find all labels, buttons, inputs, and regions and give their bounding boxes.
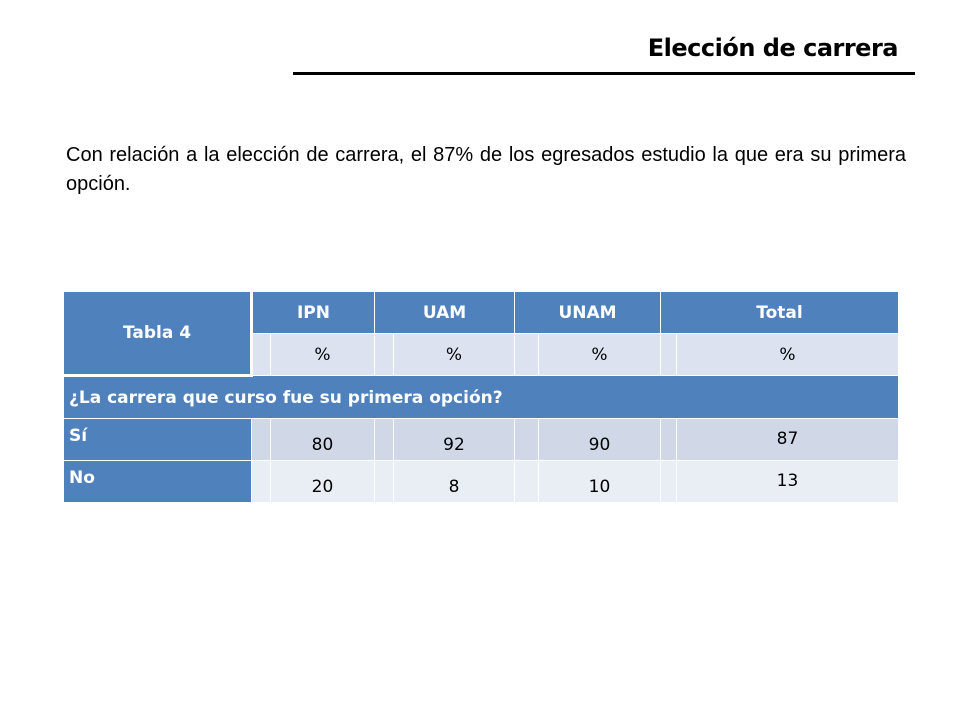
spacer-cell (374, 418, 394, 461)
table-corner-label: Tabla 4 (63, 291, 253, 377)
row-label-si: Sí (63, 418, 252, 461)
spacer-cell (660, 418, 677, 461)
spacer-cell (514, 333, 539, 376)
value-cell-unam: 90 (538, 418, 661, 461)
spacer-cell (374, 333, 394, 376)
spacer-cell (660, 460, 677, 503)
unit-cell-uam: % (393, 333, 515, 376)
value-cell-uam: 92 (393, 418, 515, 461)
spacer-cell (374, 460, 394, 503)
value-cell-total: 87 (676, 418, 899, 461)
value-cell-total: 13 (676, 460, 899, 503)
intro-paragraph: Con relación a la elección de carrera, e… (66, 144, 906, 195)
row-label-no: No (63, 460, 252, 503)
spacer-cell (514, 418, 539, 461)
slide-title: Elección de carrera (647, 34, 899, 62)
column-header-ipn: IPN (251, 291, 375, 334)
spacer-cell (251, 333, 271, 376)
column-header-unam: UNAM (514, 291, 661, 334)
value-cell-unam: 10 (538, 460, 661, 503)
spacer-cell (514, 460, 539, 503)
spacer-cell (251, 460, 271, 503)
unit-cell-ipn: % (270, 333, 375, 376)
value-cell-uam: 8 (393, 460, 515, 503)
row-label-text: No (69, 467, 95, 488)
title-underline (293, 72, 915, 75)
unit-cell-total: % (676, 333, 899, 376)
results-table: Tabla 4 IPN UAM UNAM Total % % % % ¿La c… (63, 291, 899, 503)
value-cell-ipn: 80 (270, 418, 375, 461)
unit-cell-unam: % (538, 333, 661, 376)
spacer-cell (251, 418, 271, 461)
spacer-cell (660, 333, 677, 376)
table-row: Sí 80 92 90 87 (63, 418, 899, 461)
table-row: No 20 8 10 13 (63, 460, 899, 503)
column-header-total: Total (660, 291, 899, 334)
row-label-text: Sí (69, 425, 88, 446)
value-cell-ipn: 20 (270, 460, 375, 503)
question-row-label: ¿La carrera que curso fue su primera opc… (63, 375, 899, 419)
column-header-uam: UAM (374, 291, 515, 334)
